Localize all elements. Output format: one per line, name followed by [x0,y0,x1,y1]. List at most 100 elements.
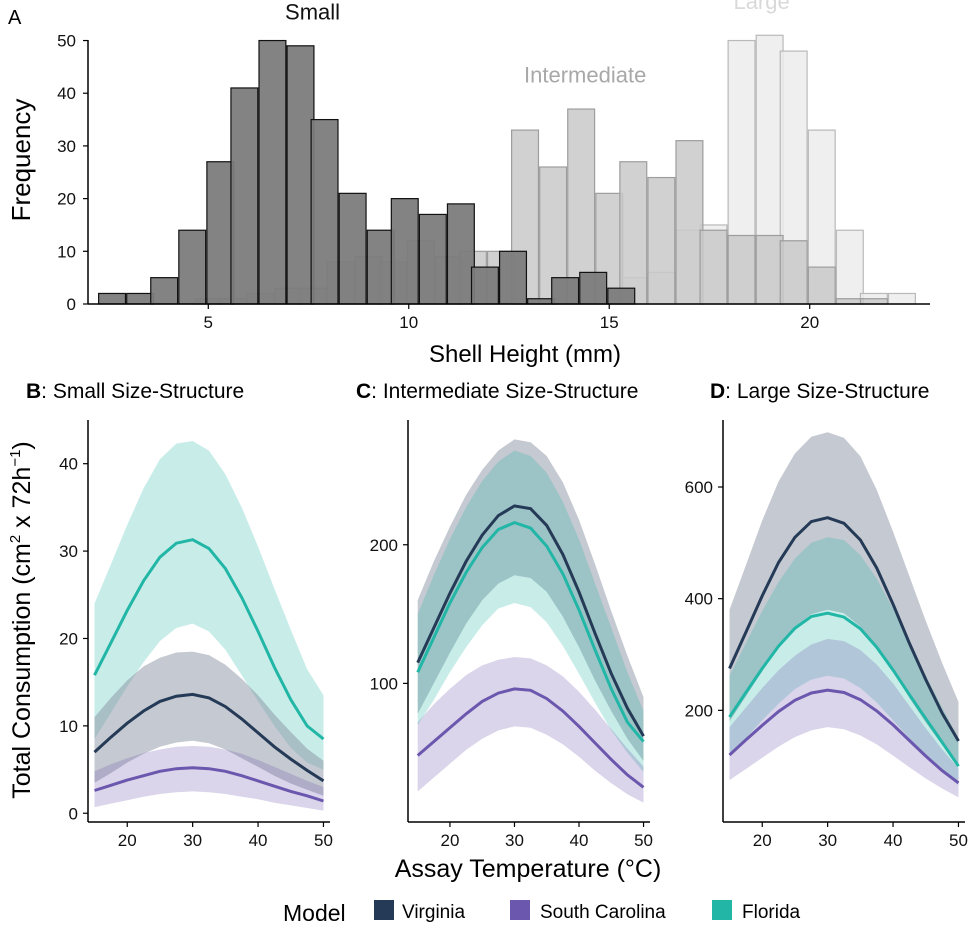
hist-bar [675,140,704,305]
y-tick-label: 400 [685,590,713,609]
x-tick-label: 40 [884,831,903,850]
x-tick-label: 40 [570,831,589,850]
x-tick-label: 20 [753,831,772,850]
line-panel-d: 20 30 40 50 200 400 600 [685,420,968,850]
legend-label-florida: Florida [742,902,801,923]
hist-bar [887,292,916,305]
panel-title-b-text: : Small Size-Structure [41,380,244,403]
fit-line-florida [728,611,960,768]
x-tick-label: 20 [440,831,459,850]
ci-ribbon-south-carolina [729,638,959,798]
panel-label-d: D [710,380,725,403]
line-panel-b: 20 30 40 50 0 10 20 30 40 [59,420,333,850]
y-tick-label: 30 [59,542,78,561]
fit-line-south-carolina [416,687,645,789]
ci-ribbon-south-carolina [417,657,644,803]
hist-bar [607,287,636,305]
hist-bar [551,277,580,305]
hist-bar [755,234,784,305]
hist-bar [699,229,728,305]
y-tick-label: 200 [685,701,713,720]
hist-bar [579,271,608,305]
hist-bar [286,45,315,305]
y-tick-label: 600 [685,478,713,497]
hist-bar [366,229,395,305]
y-tick-label: 10 [57,242,76,261]
hist-bar [338,192,367,305]
ci-ribbon-florida [729,537,959,786]
fit-line-south-carolina [728,688,960,785]
x-tick-label: 20 [118,831,137,850]
hist-bar [230,87,259,305]
panel-label-a: A [8,7,22,29]
line-panel-c: 20 30 40 50 100 200 [370,420,653,850]
fit-line-virginia [416,504,645,737]
panel-title-c-text: : Intermediate Size-Structure [371,380,638,403]
hist-bar [310,118,339,305]
fit-line-florida [93,538,325,741]
hist-bar [150,277,179,305]
fit-line-virginia [728,516,960,742]
y-tick-label: 40 [59,455,78,474]
y-tick-label: 200 [370,536,398,555]
panel-label-c: C [356,380,371,403]
ylabel-sup-2: −1 [7,450,24,467]
x-tick-label: 10 [399,313,418,332]
y-tick-label: 40 [57,84,76,103]
hist-bar [470,266,499,305]
fit-line-south-carolina [94,766,324,803]
x-tick-label: 15 [600,313,619,332]
y-tick-label: 0 [67,295,76,314]
x-tick-label: 30 [818,831,837,850]
y-tick-label: 20 [59,629,78,648]
ci-ribbon-florida [94,441,324,770]
legend-label-virginia: Virginia [402,902,465,923]
ylabel-part-2: x 72h [8,467,36,535]
x-tick-label: 50 [634,831,653,850]
hist-annotation-small: Small [285,0,340,24]
ylabel-part-3: ) [8,441,36,449]
fit-line-virginia [93,692,325,783]
panel-title-c: C: Intermediate Size-Structure [356,380,638,403]
hist-bar [178,229,207,305]
ylabel-sup-1: 2 [7,535,24,543]
x-axis-label-shell-height: Shell Height (mm) [429,341,621,368]
y-tick-label: 30 [57,137,76,156]
hist-bar [98,292,127,305]
hist-bar [206,161,235,305]
x-tick-label: 30 [183,831,202,850]
x-axis-label-assay-temperature: Assay Temperature (°C) [395,855,662,883]
y-tick-label: 10 [59,717,78,736]
x-tick-label: 20 [800,313,819,332]
hist-bar [859,298,888,305]
legend-title: Model [283,900,346,925]
hist-series-small [98,39,636,305]
hist-bar [446,203,475,305]
hist-bar [418,213,447,305]
hist-bar [807,266,836,305]
panel-label-b: B [26,380,41,403]
hist-bar [390,198,419,305]
hist-bar [498,250,528,305]
y-tick-label: 0 [69,804,78,823]
panel-title-b: B: Small Size-Structure [26,380,244,403]
y-tick-label: 100 [370,674,398,693]
y-axis-label-frequency: Frequency [6,99,36,222]
ci-ribbon-virginia [94,651,324,796]
y-axis-label-total-consumption: Total Consumption (cm2 x 72h−1) [7,441,36,799]
hist-bar [835,298,864,305]
legend-swatch-florida [712,900,732,920]
fit-line-florida [416,520,645,743]
hist-annotation-large: Large [733,0,789,14]
hist-bar [619,161,648,305]
ci-ribbon-florida [417,450,644,773]
histogram-panel-a: A Small Intermediate Large 5 10 15 20 0 10 20 30 4… [6,0,930,368]
hist-bar [727,234,756,305]
hist-bar [779,240,808,305]
x-tick-label: 50 [314,831,333,850]
ci-ribbon-virginia [417,439,644,761]
hist-bar [835,229,864,305]
panel-title-d: D: Large Size-Structure [710,380,929,403]
legend-swatch-virginia [374,900,394,920]
x-tick-label: 40 [249,831,268,850]
